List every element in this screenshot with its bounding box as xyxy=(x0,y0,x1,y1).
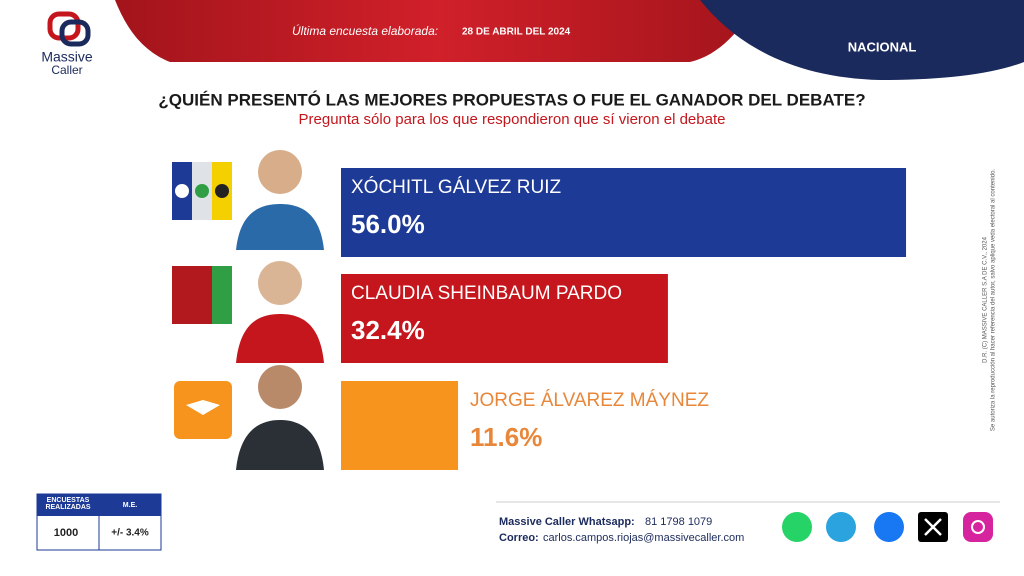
header-blue xyxy=(700,0,1024,80)
table-cell: 1000 xyxy=(54,527,78,539)
chart-subtitle: Pregunta sólo para los que respondieron … xyxy=(299,111,726,128)
value-label: 56.0% xyxy=(351,209,425,239)
side-note: Se autoriza la reproducción al hacer ref… xyxy=(991,169,997,431)
candidate-name: CLAUDIA SHEINBAUM PARDO xyxy=(351,283,622,304)
logo: Massive Caller xyxy=(41,11,93,77)
stats-table: ENCUESTAS REALIZADAS M.E. 1000 +/- 3.4% xyxy=(36,493,162,551)
social-icons xyxy=(782,512,993,542)
candidate-name: JORGE ÁLVAREZ MÁYNEZ xyxy=(470,390,709,411)
header-band xyxy=(115,0,760,62)
value-label: 11.6% xyxy=(470,422,542,452)
telegram-icon[interactable] xyxy=(826,512,856,542)
survey-label: Última encuesta elaborada: xyxy=(292,23,438,38)
chart-title: ¿QUIÉN PRESENTÓ LAS MEJORES PROPUESTAS O… xyxy=(158,90,865,109)
table-cell: +/- 3.4% xyxy=(111,528,149,539)
bar xyxy=(341,274,668,363)
survey-date: 28 DE ABRIL DEL 2024 xyxy=(462,27,571,38)
candidate-name: XÓCHITL GÁLVEZ RUIZ xyxy=(351,176,561,198)
logo-text: Caller xyxy=(51,63,82,77)
party-logos xyxy=(172,162,232,439)
instagram-glyph xyxy=(971,520,985,534)
bar xyxy=(341,381,459,470)
instagram-icon[interactable] xyxy=(963,512,993,542)
email-label: Correo: xyxy=(499,532,539,544)
value-label: 32.4% xyxy=(351,315,425,345)
whatsapp-icon[interactable] xyxy=(782,512,812,542)
whatsapp: 81 1798 1079 xyxy=(645,516,712,528)
bar xyxy=(341,168,907,257)
table-header: ENCUESTAS REALIZADAS xyxy=(45,497,91,511)
email: carlos.campos.riojas@massivecaller.com xyxy=(543,532,744,544)
facebook-icon[interactable] xyxy=(874,512,904,542)
table-header: M.E. xyxy=(123,502,137,509)
table-header-cell: ENCUESTAS REALIZADAS xyxy=(45,497,91,511)
photos xyxy=(235,138,325,470)
bars: XÓCHITL GÁLVEZ RUIZ 56.0% CLAUDIA SHEINBAU… xyxy=(341,168,907,470)
x-glyph xyxy=(924,518,942,536)
scope: NACIONAL xyxy=(848,39,917,54)
whatsapp-label: Massive Caller Whatsapp: xyxy=(499,516,635,528)
side-note: D.R. (C) MASSIVE CALLER S.A DE C.V., 202… xyxy=(983,236,989,362)
logo-text: Massive xyxy=(41,49,93,65)
